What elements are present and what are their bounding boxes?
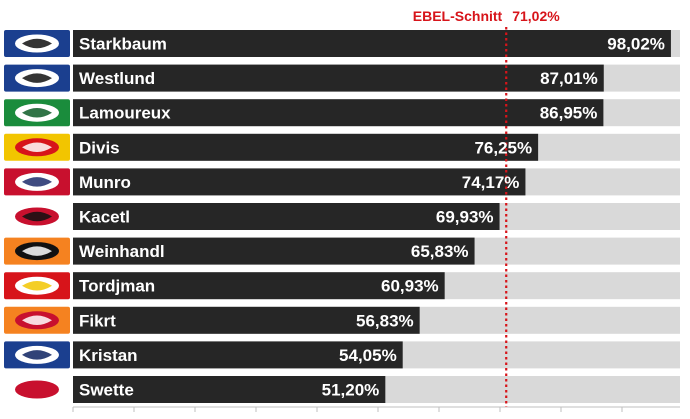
eagle-logo-icon xyxy=(4,30,70,57)
bar-divis xyxy=(73,133,539,161)
bar-value-swette: 51,20% xyxy=(322,381,380,400)
bar-kristan xyxy=(73,341,403,369)
kac-logo-icon xyxy=(4,376,70,403)
bar-swette xyxy=(73,376,386,403)
bar-name-kacetl: Kacetl xyxy=(79,208,130,227)
tiger-logo-icon xyxy=(4,237,70,265)
bar-westlund xyxy=(73,64,604,92)
bar-name-tordjman: Tordjman xyxy=(79,277,155,296)
bar-labels: Starkbaum 98,02% Westlund 87,01% Lamoureux 86… xyxy=(79,35,665,400)
bar-value-munro: 74,17% xyxy=(462,173,520,192)
bar-fikrt xyxy=(73,306,420,334)
bar-name-munro: Munro xyxy=(79,173,131,192)
bar-value-kristan: 54,05% xyxy=(339,346,397,365)
reference-value: 71,02% xyxy=(512,8,560,24)
bar-value-tordjman: 60,93% xyxy=(381,277,439,296)
bar-value-westlund: 87,01% xyxy=(540,69,598,88)
eagle-red-logo-icon xyxy=(4,203,70,230)
bar-name-fikrt: Fikrt xyxy=(79,311,116,330)
capitals-logo-icon xyxy=(4,133,70,161)
bull-logo-icon xyxy=(4,168,70,196)
bar-name-weinhandl: Weinhandl xyxy=(79,242,165,261)
bar-munro xyxy=(73,168,526,196)
bar-kacetl xyxy=(73,203,500,230)
red-bull-logo-icon xyxy=(4,272,70,300)
bar-tordjman xyxy=(73,272,445,300)
bar-name-starkbaum: Starkbaum xyxy=(79,35,167,54)
bars xyxy=(73,30,671,403)
bar-value-lamoureux: 86,95% xyxy=(540,104,598,123)
dragon-logo-icon xyxy=(4,99,70,127)
lion-logo-icon xyxy=(4,306,70,334)
x-axis xyxy=(72,406,680,412)
black-wings-logo-icon xyxy=(4,64,70,92)
bar-value-weinhandl: 65,83% xyxy=(411,242,469,261)
bar-name-lamoureux: Lamoureux xyxy=(79,104,171,123)
bar-name-swette: Swette xyxy=(79,381,134,400)
average-reference: EBEL-Schnitt 71,02% xyxy=(413,8,560,407)
bar-lamoureux xyxy=(73,99,604,127)
bar-starkbaum xyxy=(73,30,671,57)
bar-name-westlund: Westlund xyxy=(79,69,155,88)
bar-value-fikrt: 56,83% xyxy=(356,311,414,330)
bar-value-divis: 76,25% xyxy=(474,138,532,157)
bar-weinhandl xyxy=(73,237,475,265)
bar-name-kristan: Kristan xyxy=(79,346,138,365)
bar-value-kacetl: 69,93% xyxy=(436,208,494,227)
team-logos xyxy=(4,30,70,403)
reference-label: EBEL-Schnitt xyxy=(413,8,503,24)
bar-value-starkbaum: 98,02% xyxy=(607,35,665,54)
bar-name-divis: Divis xyxy=(79,138,120,157)
wolf-logo-icon xyxy=(4,341,70,369)
